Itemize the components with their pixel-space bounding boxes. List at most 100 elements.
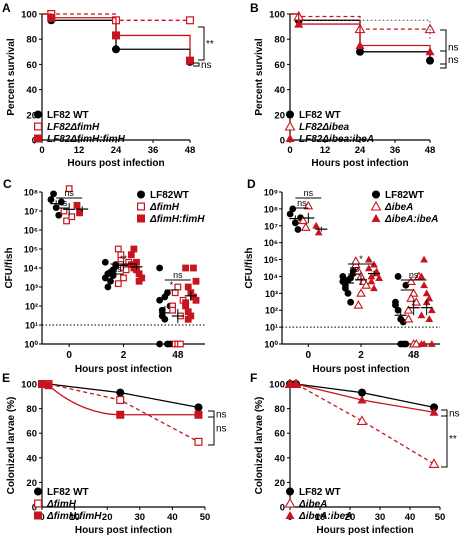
- y-tick-label: 100: [21, 10, 37, 21]
- y-tick-label: 60: [26, 60, 37, 71]
- panel-letter-f: F: [250, 371, 257, 385]
- y-tick-label: 40: [26, 453, 37, 464]
- data-point: [117, 251, 125, 259]
- data-point: [294, 226, 302, 233]
- y-tick-label: 10⁰: [264, 340, 278, 350]
- data-point: [186, 16, 195, 25]
- y-tick-label: 20: [26, 478, 37, 489]
- x-tick-label: 48: [425, 145, 436, 156]
- data-point: [430, 403, 438, 412]
- data-point: [44, 381, 53, 390]
- y-tick-label: 10¹: [25, 321, 38, 331]
- y-tick-label: 60: [274, 60, 285, 71]
- y-tick-label: 20: [26, 110, 37, 121]
- sig-1-label: ns: [448, 55, 459, 66]
- data-point: [394, 273, 402, 280]
- series-reference: [298, 19, 431, 40]
- data-point: [429, 407, 439, 416]
- legend-label: LF82ΔfimH:fimH: [47, 134, 126, 145]
- data-point: [133, 258, 140, 266]
- legend-marker: [285, 134, 295, 142]
- y-tick-label: 10⁷: [264, 221, 278, 231]
- data-point: [425, 47, 435, 56]
- data-point: [184, 315, 192, 323]
- data-point: [112, 31, 120, 40]
- y-tick-label: 0: [280, 136, 285, 147]
- legend-label: LF82WT: [385, 190, 424, 201]
- legend-label: LF82ΔfimH: [47, 122, 100, 133]
- data-point: [135, 277, 143, 285]
- sig-0-bracket: [198, 26, 205, 61]
- data-point: [420, 255, 428, 263]
- y-tick-label: 10¹: [265, 323, 278, 333]
- sig-0-bracket: [441, 409, 448, 417]
- x-tick-label: 50: [435, 512, 446, 523]
- legend-label: ΔfimH: [149, 202, 180, 213]
- y-tick-label: 40: [26, 85, 37, 96]
- data-point: [184, 283, 192, 291]
- legend-label: ΔibeA:ibeA: [384, 214, 438, 225]
- data-point: [63, 217, 70, 225]
- sig-1-bracket: [441, 409, 448, 468]
- data-point: [375, 274, 384, 281]
- sig-1-label: ns: [201, 60, 212, 71]
- data-point: [171, 289, 179, 297]
- panel-e: E02040608010001020304050Hours post infec…: [2, 371, 227, 536]
- sig-cat1-b-label: ns: [350, 264, 360, 274]
- series--ibea-ibea: [312, 221, 436, 347]
- legend-marker: [286, 110, 294, 119]
- sig-1-bracket: [193, 62, 200, 67]
- data-point: [353, 300, 364, 309]
- data-point: [291, 219, 299, 227]
- data-point: [158, 306, 166, 314]
- data-point: [120, 274, 127, 282]
- series-line: [298, 19, 431, 40]
- data-point: [169, 306, 177, 314]
- legend-marker: [137, 214, 145, 223]
- series-lf82-wt: [290, 13, 434, 65]
- y-axis-label: CFU/fish: [244, 247, 255, 288]
- legend-label: ΔfimH:fimH: [149, 214, 205, 225]
- y-tick-label: 0: [280, 503, 285, 514]
- series-line: [42, 13, 190, 21]
- sig-cat1-b-label: ns: [112, 264, 122, 274]
- x-tick-label: 36: [390, 145, 401, 156]
- data-point: [47, 196, 55, 203]
- sig-cat2-b-label: *: [170, 280, 174, 290]
- y-tick-label: 80: [274, 404, 285, 415]
- data-point: [428, 458, 440, 469]
- data-point: [194, 410, 203, 419]
- data-point: [425, 315, 434, 322]
- data-point: [112, 261, 120, 269]
- sig-cat0-a-label: ns: [64, 188, 74, 198]
- panel-f: F02040608010001020304050Hours post infec…: [250, 371, 460, 536]
- x-tick-label: 36: [148, 145, 159, 156]
- data-point: [367, 272, 376, 280]
- data-point: [177, 340, 184, 348]
- data-point: [76, 209, 83, 217]
- y-tick-label: 10⁵: [24, 245, 38, 255]
- y-tick-label: 20: [274, 478, 285, 489]
- sig-1-label: **: [449, 434, 457, 445]
- y-tick-label: 80: [26, 404, 37, 415]
- x-tick-label: 0: [306, 350, 312, 361]
- x-tick-label: 30: [135, 512, 146, 523]
- legend-label: ΔfimH:fimH: [46, 511, 102, 522]
- x-tick-label: 48: [185, 145, 196, 156]
- legend-label: ΔibeA: [384, 202, 413, 213]
- data-point: [192, 296, 200, 304]
- series-line: [290, 383, 435, 413]
- panel-b: B 0 20 40 60 80 100 0 12 24 36 48 Hours post infecti…: [250, 1, 459, 169]
- data-point: [364, 264, 373, 272]
- x-tick-label: 24: [111, 145, 122, 156]
- sig-cat2-b-label: *: [405, 280, 409, 290]
- x-axis-label: Hours post infection: [67, 158, 164, 169]
- data-point: [358, 388, 366, 397]
- x-tick-label: 20: [102, 512, 113, 523]
- data-point: [116, 388, 125, 397]
